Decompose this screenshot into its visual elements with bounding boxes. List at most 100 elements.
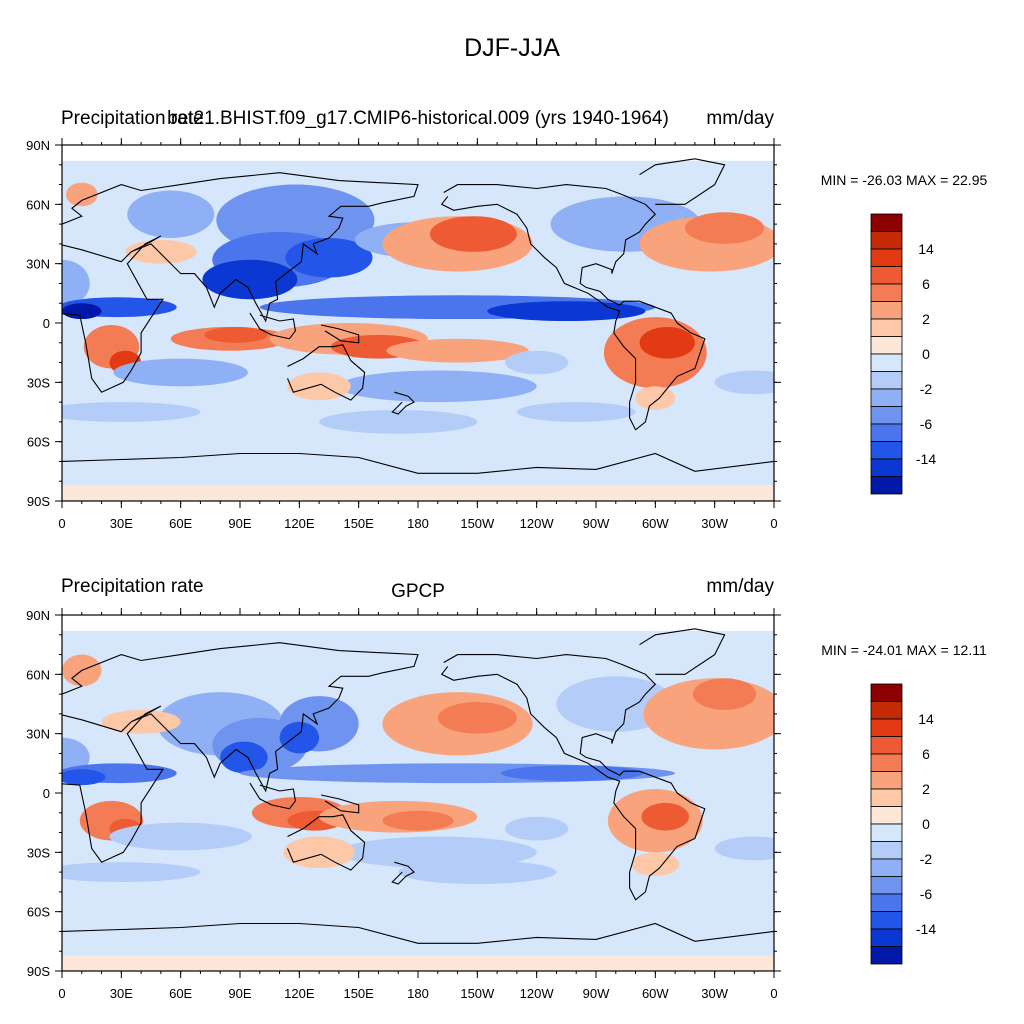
x-tick-label: 90E: [228, 516, 251, 531]
coastline: [249, 312, 296, 340]
panel-left-title: Precipitation rate: [61, 576, 204, 597]
colorbar-swatch: [870, 248, 903, 267]
minmax-label: MIN = -24.01 MAX = 12.11: [821, 642, 987, 658]
x-tick-label: 180: [407, 986, 429, 1001]
x-tick-label: 0: [770, 986, 777, 1001]
contour-region: [113, 358, 248, 387]
coastline: [320, 324, 360, 344]
contour-region: [631, 852, 680, 877]
contour-region: [62, 402, 201, 422]
x-tick-label: 60E: [169, 516, 192, 531]
y-tick-label: 90N: [26, 138, 50, 153]
colorbar-swatch: [870, 301, 903, 320]
colorbar-label: 0: [922, 816, 930, 832]
x-tick-label: 60E: [169, 986, 192, 1001]
minmax-label: MIN = -26.03 MAX = 22.95: [821, 172, 988, 188]
contour-region: [692, 678, 757, 710]
contour-region: [62, 862, 201, 882]
coastline: [440, 184, 706, 431]
colorbar-swatch: [870, 476, 903, 495]
coastline: [249, 782, 296, 810]
colorbar-label: -2: [920, 381, 933, 397]
colorbar-swatch: [870, 283, 903, 302]
x-tick-label: 30E: [110, 516, 133, 531]
colorbar-swatch: [870, 823, 903, 842]
colorbar-swatch: [870, 841, 903, 860]
colorbar-swatch: [870, 893, 903, 912]
y-tick-label: 30S: [27, 375, 50, 390]
colorbar-swatch: [870, 266, 903, 285]
colorbar-swatch: [870, 388, 903, 407]
contour-region: [204, 326, 268, 343]
y-tick-label: 30S: [27, 845, 50, 860]
coastline: [62, 642, 419, 793]
x-tick-label: 60W: [642, 986, 669, 1001]
y-tick-label: 90S: [27, 964, 50, 979]
y-tick-label: 0: [43, 316, 50, 331]
coastline: [639, 158, 726, 205]
x-tick-label: 30E: [110, 986, 133, 1001]
contour-region: [386, 338, 529, 363]
colorbar: 14 6 2 0 -2 -6 -14: [870, 213, 936, 495]
coastline: [440, 654, 706, 901]
colorbar-swatch: [870, 353, 903, 372]
coastline: [391, 861, 415, 885]
colorbar-label: -14: [916, 921, 936, 937]
x-tick-label: 30W: [701, 986, 728, 1001]
map-area: 0 30E 60E 90E 120E 150E 180 150W 120W 90W 60W 30W 09…: [26, 138, 781, 531]
colorbar-label: -14: [916, 451, 936, 467]
contour-region: [220, 741, 268, 774]
contour-region: [62, 769, 106, 786]
colorbar-swatch: [870, 946, 903, 965]
contour-region: [287, 372, 351, 401]
contour-region: [714, 836, 774, 861]
y-tick-label: 0: [43, 786, 50, 801]
contour-region: [639, 326, 695, 359]
contour-region: [516, 402, 636, 422]
panel-left-title: Precipitation rate: [61, 108, 204, 129]
contour-region: [285, 237, 373, 278]
colorbar-swatch: [870, 683, 903, 702]
x-tick-label: 90E: [228, 986, 251, 1001]
colorbar-swatch: [870, 423, 903, 442]
x-tick-label: 90W: [583, 986, 610, 1001]
x-tick-label: 180: [407, 516, 429, 531]
colorbar-swatch: [870, 806, 903, 825]
contour-region: [487, 301, 646, 322]
x-tick-label: 120E: [284, 986, 315, 1001]
contour-region: [65, 182, 98, 207]
x-tick-label: 0: [770, 516, 777, 531]
contour-region: [338, 836, 537, 869]
polar-band: [62, 485, 774, 501]
colorbar-swatch: [870, 231, 903, 250]
colorbar-swatch: [870, 858, 903, 877]
x-tick-label: 150W: [460, 986, 495, 1001]
colorbar-swatch: [870, 406, 903, 425]
x-tick-label: 0: [58, 986, 65, 1001]
colorbar-label: 2: [922, 311, 930, 327]
colorbar-label: -2: [920, 851, 933, 867]
contour-region: [319, 410, 478, 434]
contour-region: [202, 259, 298, 300]
axes: 0 30E 60E 90E 120E 150E 180 150W 120W 90W 60W 30W 09…: [26, 138, 781, 531]
contour-region: [398, 860, 557, 884]
colorbar-label: -6: [920, 886, 933, 902]
colorbar-label: 6: [922, 746, 930, 762]
colorbar-swatch: [870, 876, 903, 895]
contour-region: [101, 709, 181, 734]
colorbar-label: 14: [918, 241, 934, 257]
coastline: [286, 344, 366, 401]
map-area: 0 30E 60E 90E 120E 150E 180 150W 120W 90W 60W 30W 09…: [26, 608, 781, 1001]
panel-bottom: Precipitation rate GPCP mm/day MIN = -24…: [26, 576, 987, 1001]
colorbar-label: 6: [922, 276, 930, 292]
x-tick-label: 90W: [583, 516, 610, 531]
colorbar-swatch: [870, 441, 903, 460]
y-tick-label: 60S: [27, 435, 50, 450]
colorbar-swatch: [870, 318, 903, 337]
coastline: [286, 814, 366, 871]
polar-band: [62, 955, 774, 971]
colorbar-label: 2: [922, 781, 930, 797]
contour-region: [283, 836, 355, 869]
contour-region: [714, 370, 774, 395]
